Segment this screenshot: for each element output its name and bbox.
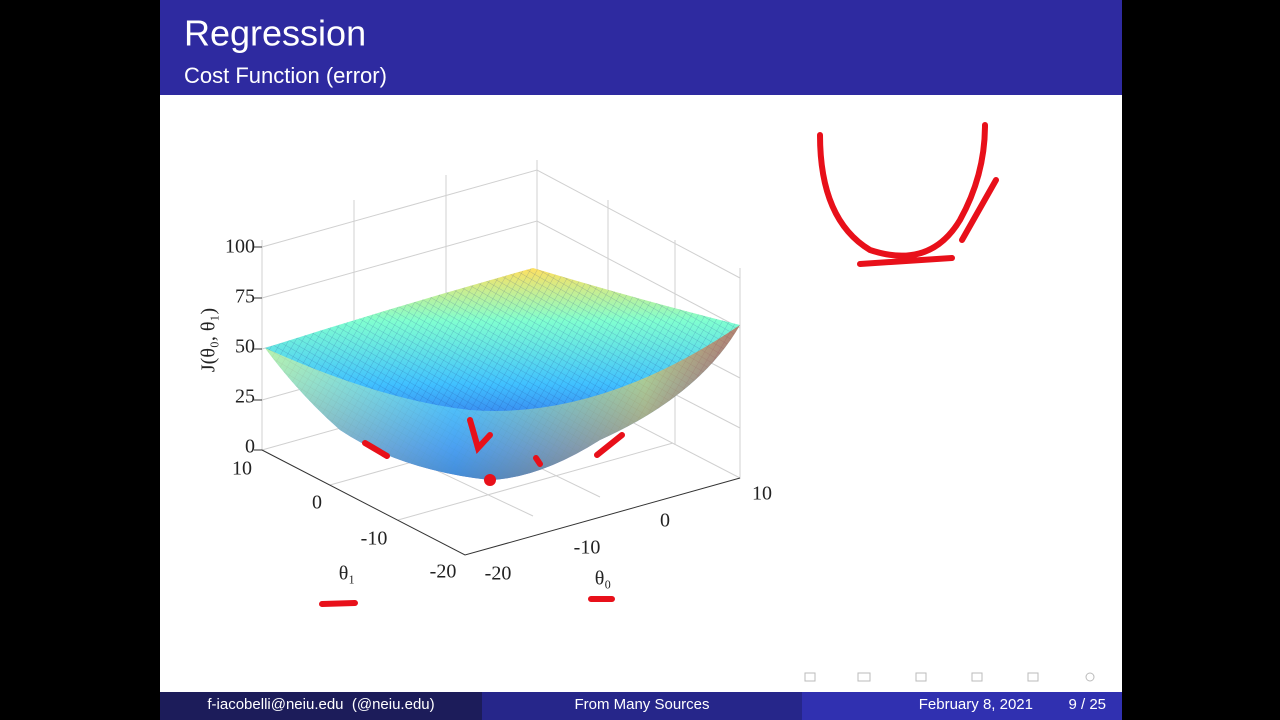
theta1-tick-label: -20 (430, 561, 457, 583)
theta1-tick-label: 10 (232, 458, 252, 480)
footer-left (160, 692, 482, 720)
theta0-tick-label: 10 (752, 483, 772, 505)
theta1-tick-label: 0 (312, 492, 322, 514)
footer-right (802, 692, 1122, 720)
footer-source: From Many Sources (574, 696, 709, 713)
theta0-tick-label: -20 (485, 563, 512, 585)
footer-middle (482, 692, 802, 720)
slide-subtitle: Cost Function (error) (184, 63, 387, 88)
theta0-tick-label: 0 (660, 510, 670, 532)
z-tick-marks (254, 246, 262, 451)
theta0-ticks: -20 -10 0 10 (485, 483, 772, 585)
footer-page: 9 / 25 (1068, 696, 1106, 713)
surface-front (265, 325, 740, 480)
theta0-axis-label: θ₀ (595, 568, 612, 590)
theta1-tick-label: -10 (361, 528, 388, 550)
axis-lines (261, 449, 741, 556)
z-tick-label: 75 (235, 286, 255, 308)
theta0-tick-label: -10 (574, 537, 601, 559)
theta1-axis-label: θ₁ (339, 563, 356, 585)
z-tick-label: 0 (245, 436, 255, 458)
theta1-ticks: 10 0 -10 -20 (232, 458, 456, 583)
slide-title: Regression (184, 13, 366, 54)
z-tick-label: 100 (225, 236, 255, 258)
z-ticks: 100 75 50 25 0 (225, 236, 255, 458)
pen-annotations (319, 122, 999, 607)
nav-icons[interactable] (804, 672, 1095, 682)
z-tick-label: 25 (235, 386, 255, 408)
z-tick-label: 50 (235, 336, 255, 358)
footer-author: f-iacobelli@neiu.edu (@neiu.edu) (207, 696, 434, 713)
footer-date: February 8, 2021 (919, 696, 1033, 713)
z-axis-label: J(θ₀, θ₁) (198, 308, 220, 372)
header-bar (160, 0, 1122, 95)
